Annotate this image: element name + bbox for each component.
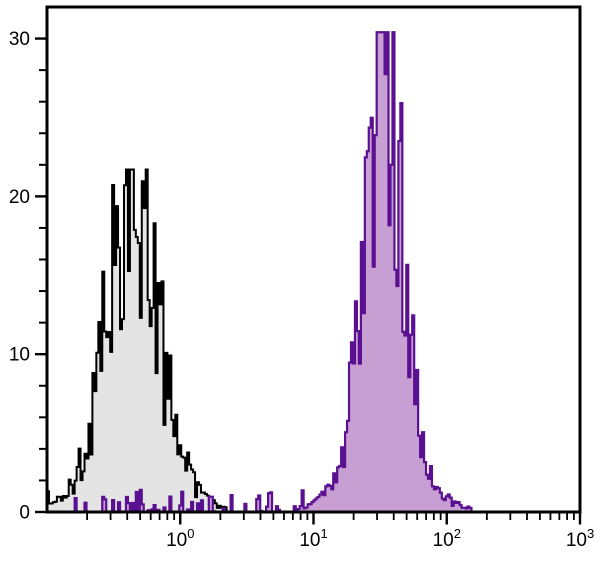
y-tick-label: 10	[9, 345, 30, 366]
y-tick-label: 0	[19, 503, 30, 524]
labels-layer: 0 10 20 30 100 101 102 103	[9, 29, 594, 551]
x-tick-label: 102	[433, 526, 461, 551]
x-tick-label: 101	[299, 526, 327, 551]
negative-control-population-trace	[46, 168, 228, 513]
y-tick-label: 20	[9, 187, 30, 208]
series-layer	[46, 31, 473, 514]
x-tick-label: 100	[166, 526, 194, 551]
x-tick-label: 103	[566, 526, 594, 551]
y-tick-label: 30	[9, 29, 30, 50]
axes-layer	[35, 5, 582, 525]
